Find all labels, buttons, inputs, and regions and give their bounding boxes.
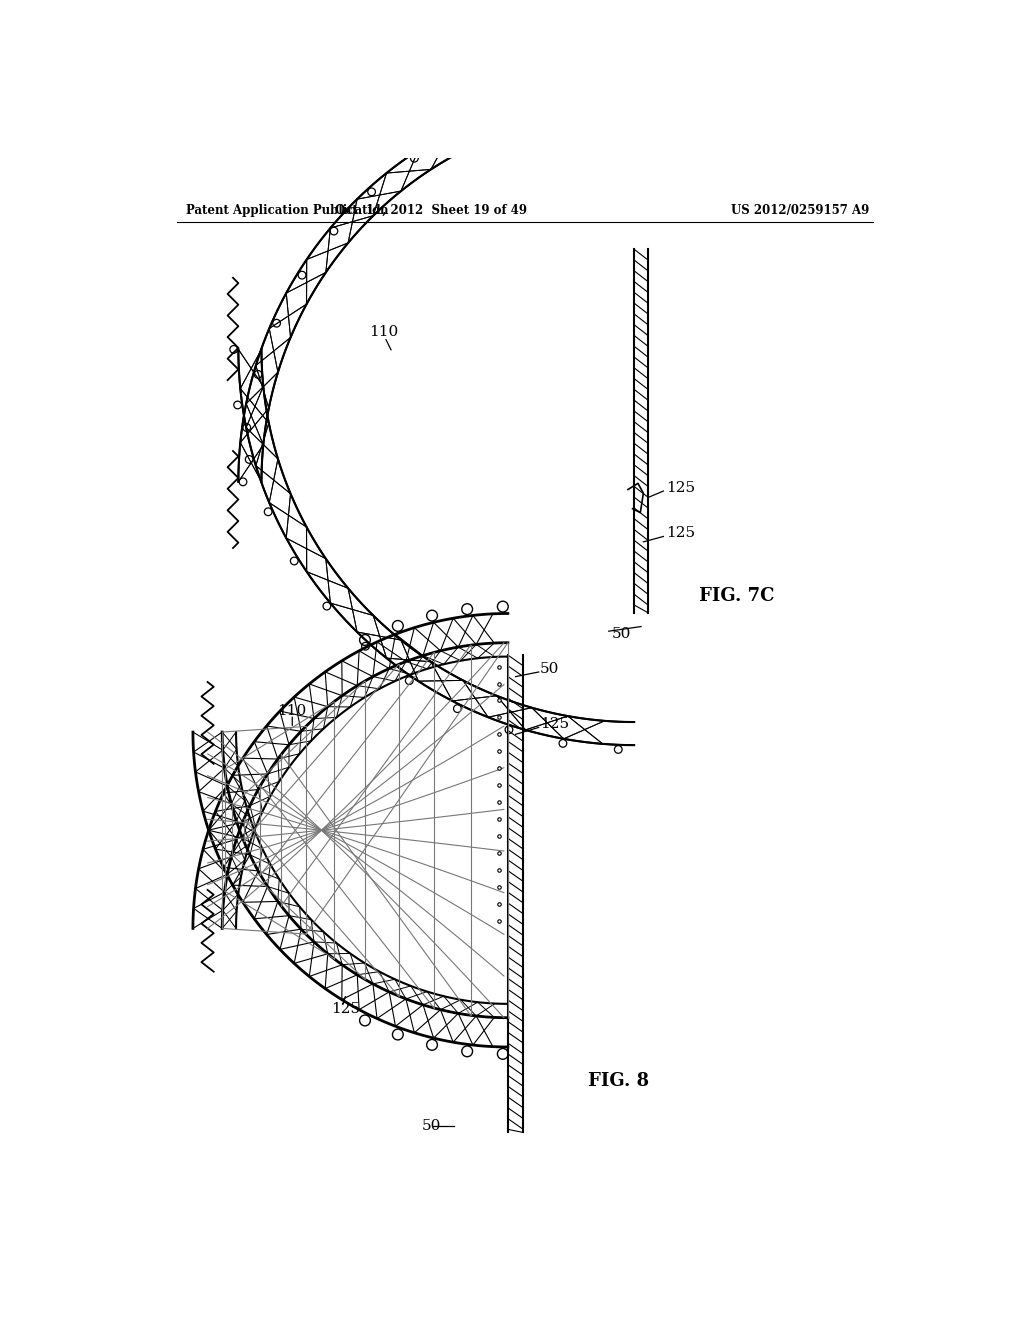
Text: FIG. 7C: FIG. 7C bbox=[698, 587, 774, 605]
Text: 125: 125 bbox=[666, 480, 695, 495]
Text: 50: 50 bbox=[422, 1119, 441, 1134]
Text: 125: 125 bbox=[541, 717, 569, 731]
Text: 50: 50 bbox=[541, 661, 559, 676]
Text: 110: 110 bbox=[276, 705, 306, 718]
Text: Patent Application Publication: Patent Application Publication bbox=[186, 205, 388, 218]
Text: FIG. 8: FIG. 8 bbox=[588, 1072, 649, 1090]
Text: Oct. 11, 2012  Sheet 19 of 49: Oct. 11, 2012 Sheet 19 of 49 bbox=[335, 205, 527, 218]
Text: 50: 50 bbox=[611, 627, 631, 642]
Text: 125: 125 bbox=[666, 527, 695, 540]
Text: 110: 110 bbox=[370, 325, 398, 339]
Text: US 2012/0259157 A9: US 2012/0259157 A9 bbox=[731, 205, 869, 218]
Text: 125: 125 bbox=[331, 1002, 359, 1016]
